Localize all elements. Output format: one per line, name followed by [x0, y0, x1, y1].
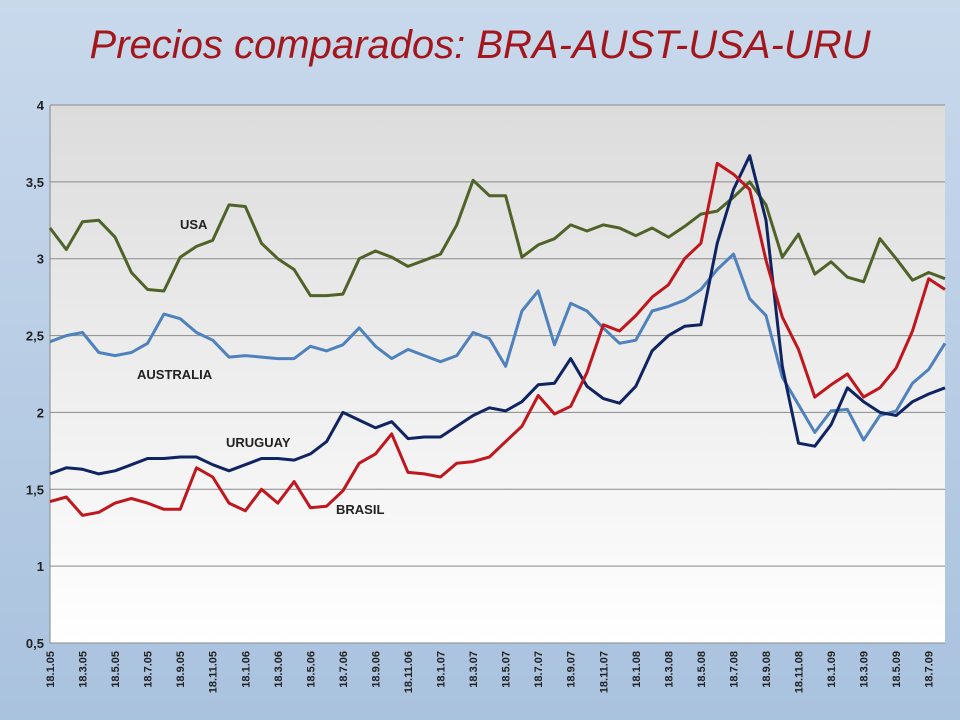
chart-title: Precios comparados: BRA-AUST-USA-URU — [90, 23, 872, 67]
x-tick-label: 18.3.06 — [273, 651, 285, 688]
y-tick-label: 3 — [37, 252, 44, 267]
x-tick-label: 18.1.05 — [45, 651, 57, 688]
series-line — [49, 154, 946, 476]
x-tick-label: 18.1.08 — [631, 651, 643, 688]
series-line — [49, 252, 947, 442]
x-tick-label: 18.9.06 — [370, 651, 382, 688]
x-tick-label: 18.5.06 — [305, 651, 317, 688]
x-tick-label: 18.9.07 — [566, 651, 578, 688]
series-label: URUGUAY — [226, 435, 291, 450]
x-tick-label: 18.7.05 — [143, 651, 155, 688]
x-tick-label: 18.5.07 — [501, 651, 513, 688]
y-tick-label: 4 — [37, 98, 45, 113]
series-label: USA — [180, 217, 208, 232]
series-label: BRASIL — [336, 502, 384, 517]
x-tick-label: 18.11.08 — [794, 651, 806, 693]
x-tick-label: 18.1.06 — [240, 651, 252, 688]
x-tick-label: 18.3.07 — [468, 651, 480, 688]
x-tick-label: 18.7.08 — [728, 651, 740, 688]
x-tick-label: 18.1.07 — [436, 651, 448, 688]
x-tick-label: 18.7.07 — [533, 651, 545, 688]
x-tick-label: 18.5.05 — [110, 651, 122, 688]
y-tick-label: 0,5 — [26, 636, 44, 651]
series-line — [49, 161, 946, 517]
x-tick-label: 18.9.05 — [175, 651, 187, 688]
x-tick-label: 18.1.09 — [826, 651, 838, 688]
series-line — [48, 178, 946, 298]
y-tick-label: 1,5 — [26, 482, 44, 497]
x-tick-label: 18.5.08 — [696, 651, 708, 688]
y-tick-label: 2,5 — [26, 329, 44, 344]
y-tick-label: 1 — [37, 559, 44, 574]
x-tick-label: 18.3.09 — [859, 651, 871, 688]
x-tick-label: 18.5.09 — [891, 651, 903, 688]
x-tick-label: 18.11.07 — [598, 651, 610, 693]
x-tick-label: 18.7.06 — [338, 651, 350, 688]
y-tick-label: 2 — [37, 405, 44, 420]
x-tick-label: 18.3.05 — [78, 651, 90, 688]
series-label: AUSTRALIA — [137, 367, 213, 382]
x-tick-label: 18.7.09 — [924, 651, 936, 688]
x-tick-label: 18.9.08 — [761, 651, 773, 688]
x-tick-label: 18.11.05 — [208, 651, 220, 693]
x-tick-label: 18.11.06 — [403, 651, 415, 693]
x-tick-label: 18.3.08 — [663, 651, 675, 688]
y-tick-label: 3,5 — [26, 175, 44, 190]
